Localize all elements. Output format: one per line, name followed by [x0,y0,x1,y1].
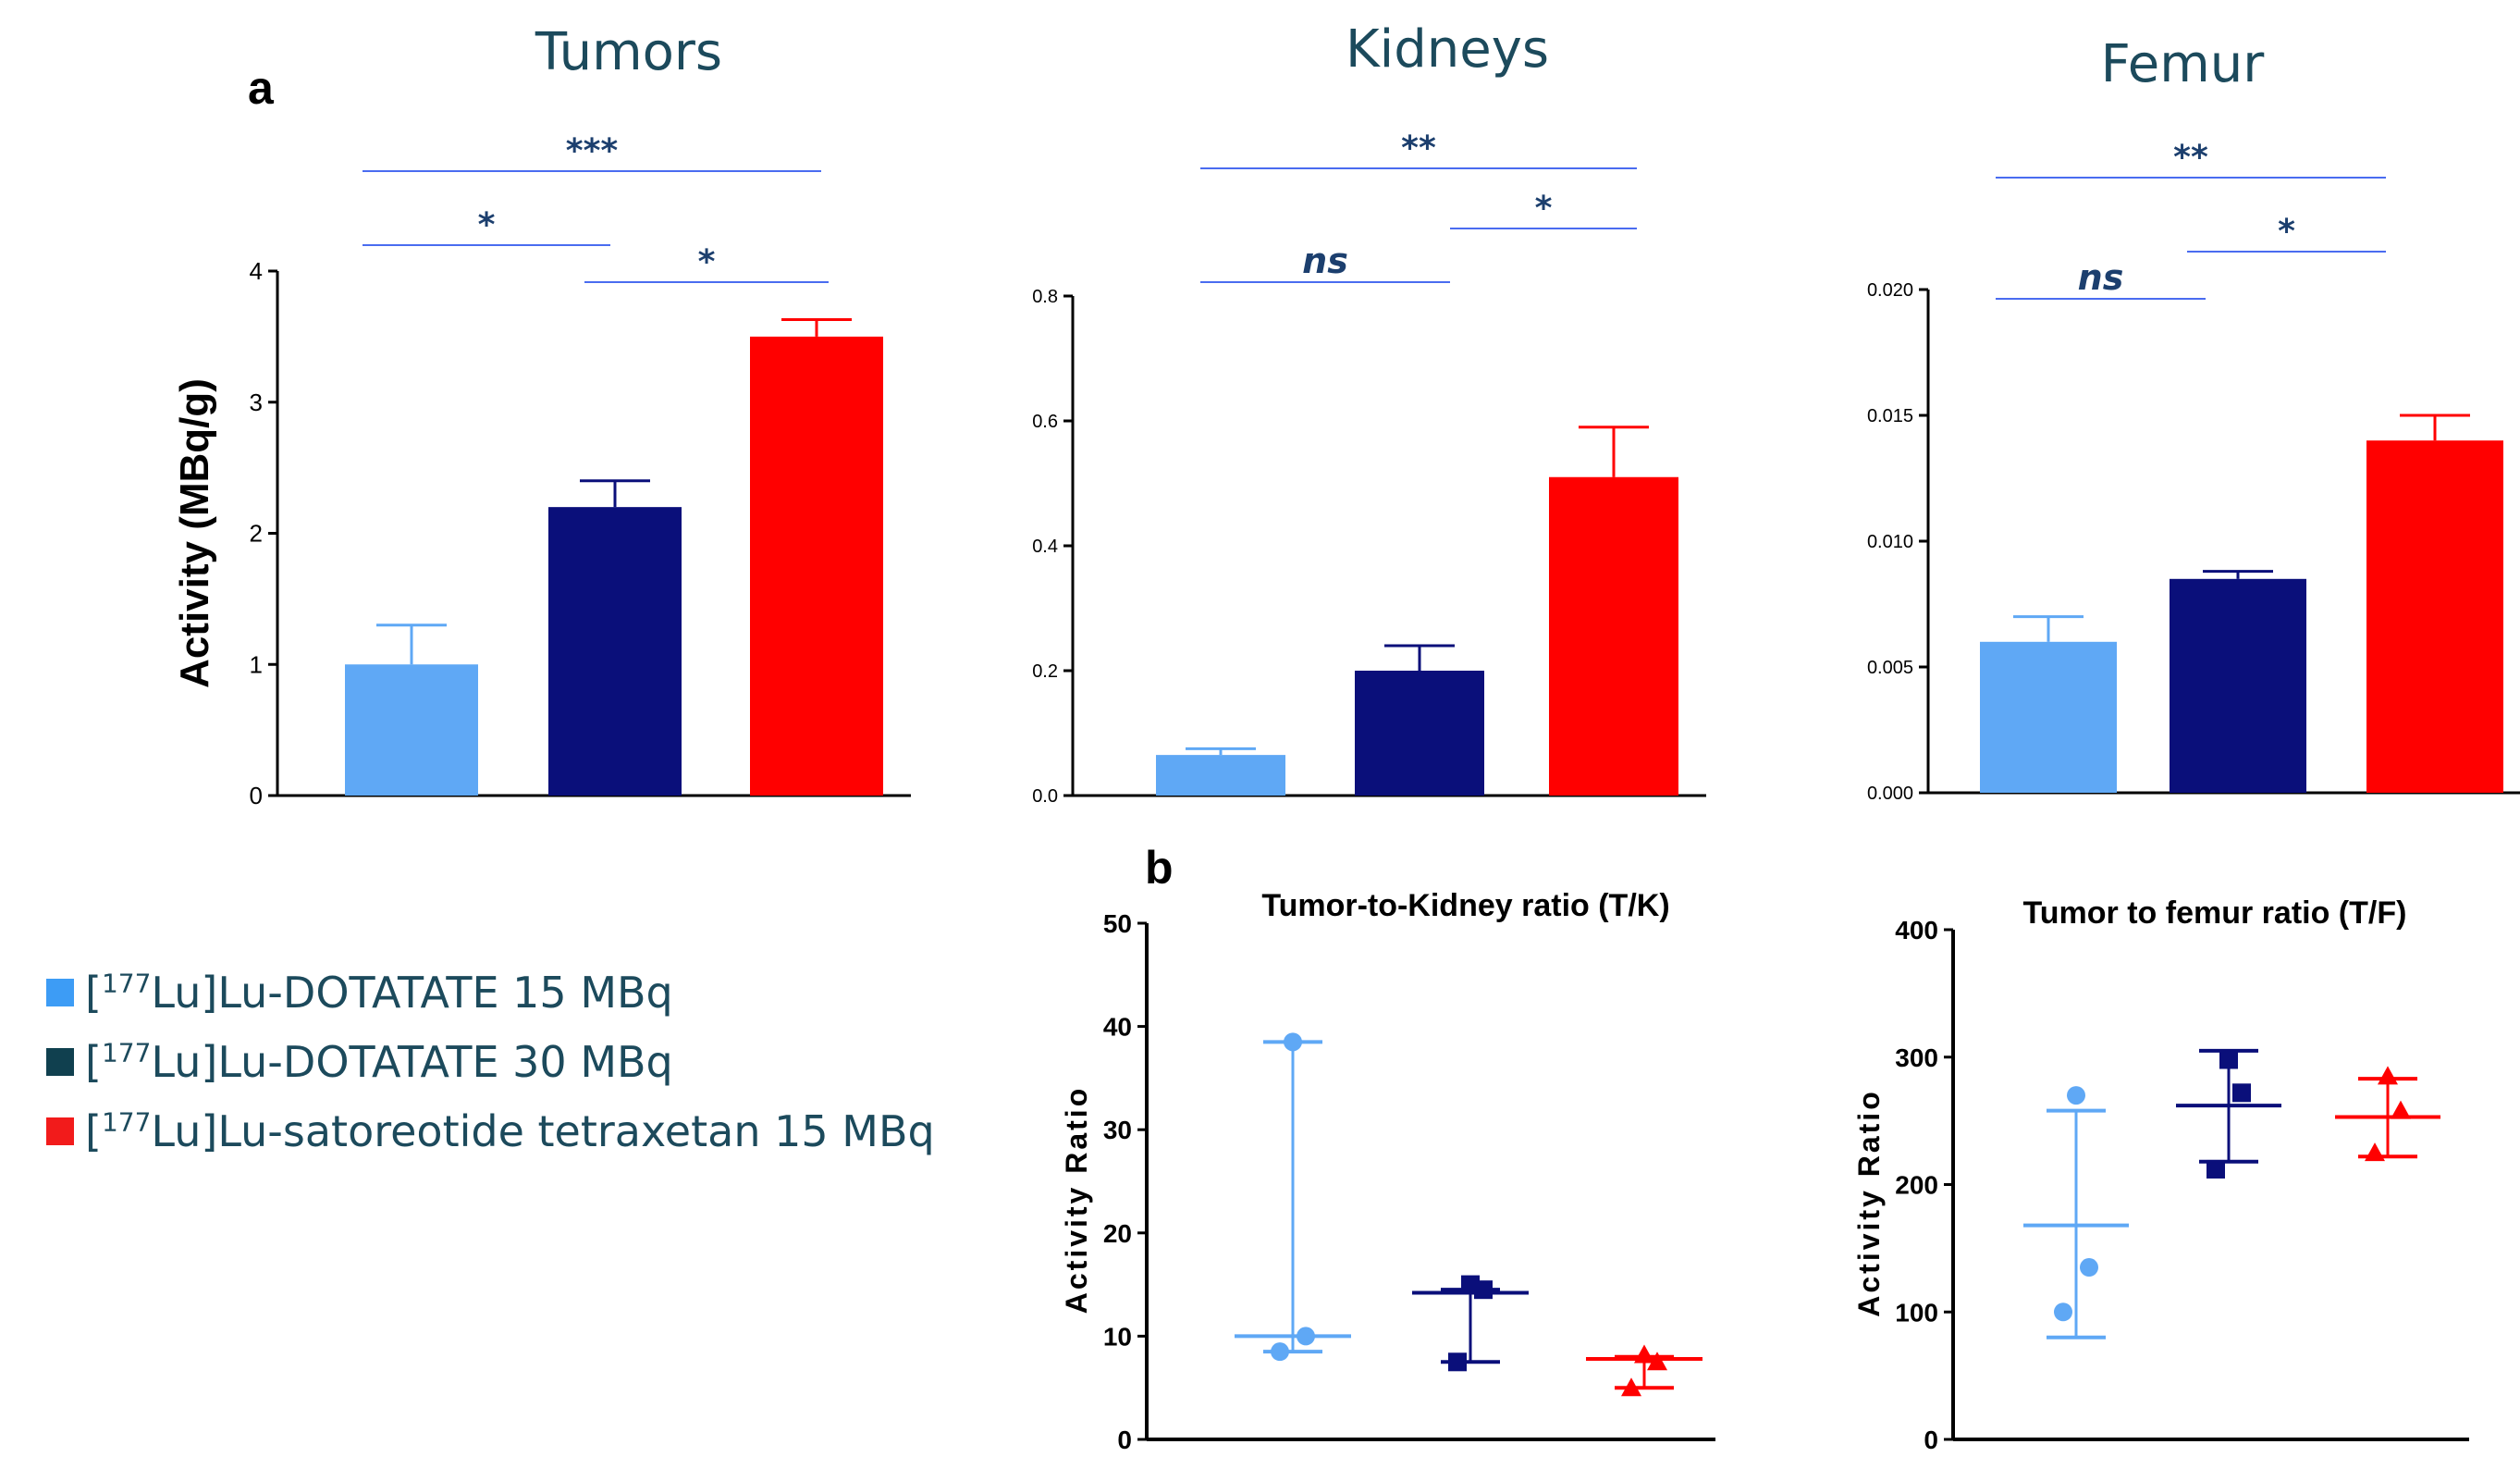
panel-label-b: b [1145,842,1174,894]
significance-label: *** [566,132,619,170]
y-tick-label: 20 [1103,1219,1132,1248]
significance-label: ** [2173,139,2208,177]
legend-swatch [46,978,74,1006]
y-tick-label: 0.020 [1867,280,1913,301]
y-tick-label: 0.4 [1032,537,1058,557]
data-point [1297,1327,1315,1346]
data-point [1621,1377,1641,1397]
data-point [2080,1258,2098,1278]
y-tick-label: 40 [1103,1013,1132,1042]
y-tick-label: 30 [1103,1116,1132,1144]
y-tick-label: 0 [1924,1426,1938,1454]
data-point [2365,1142,2385,1162]
y-axis-label: Activity (MBq/g) [172,378,217,688]
data-point [2232,1083,2251,1103]
legend-label: [177Lu]Lu-DOTATATE 15 MBq [85,967,673,1018]
scatter-chart-4: Tumor to femur ratio (T/F) 0 100 200 300 400 A… [1852,895,2469,1454]
data-point [1284,1032,1302,1052]
significance-label: * [478,206,496,244]
data-point [2054,1302,2072,1322]
bar [1549,476,1678,796]
panel-label-a: a [248,62,275,114]
chart-title: Femur [2101,34,2266,94]
y-tick-label: 0 [1117,1426,1132,1454]
data-point [1474,1280,1493,1300]
data-point [1634,1344,1654,1364]
legend-label: [177Lu]Lu-DOTATATE 30 MBq [85,1036,673,1087]
legend-item: [177Lu]Lu-satoreotide tetraxetan 15 MBq [46,1096,935,1166]
significance-label: ** [1401,130,1436,167]
y-tick-label: 400 [1895,916,1938,944]
legend-item: [177Lu]Lu-DOTATATE 15 MBq [46,957,935,1027]
y-tick-label: 0.0 [1032,786,1058,807]
bar [750,336,883,796]
y-tick-label: 1 [250,650,263,678]
y-tick-label: 0.6 [1032,412,1058,432]
data-point [2207,1159,2225,1179]
legend: [177Lu]Lu-DOTATATE 15 MBq [177Lu]Lu-DOTAT… [46,957,935,1166]
significance-label: * [2278,213,2295,251]
y-tick-label: 2 [250,520,263,548]
chart-title: Tumors [535,22,722,82]
bar [345,664,478,796]
data-point [1647,1352,1667,1371]
y-tick-label: 10 [1103,1322,1132,1351]
y-tick-label: 0 [250,782,263,809]
bar [2170,578,2306,793]
legend-item: [177Lu]Lu-DOTATATE 30 MBq [46,1027,935,1096]
bar [1980,641,2117,793]
y-tick-label: 0.015 [1867,406,1913,426]
chart-title: Tumor-to-Kidney ratio (T/K) [1261,888,1669,923]
data-point [2067,1086,2085,1105]
y-tick-label: 0.000 [1867,784,1913,804]
bar [2366,440,2503,793]
y-tick-label: 300 [1895,1043,1938,1072]
chart-title: Tumor to femur ratio (T/F) [2023,895,2407,931]
data-point [1271,1342,1289,1362]
scatter-chart-3: Tumor-to-Kidney ratio (T/K) 0 10 20 30 40 50 Ac… [1060,888,1715,1454]
bar [548,507,682,796]
chart-title: Kidneys [1346,19,1549,80]
bar [1156,755,1285,796]
significance-label: * [698,243,716,281]
data-point [1448,1352,1467,1372]
significance-label: ns [2078,257,2124,298]
data-point [2391,1100,2411,1119]
significance-label: ns [1302,241,1348,281]
y-tick-label: 3 [250,389,263,416]
y-tick-label: 0.8 [1032,287,1058,307]
data-point [2219,1050,2238,1069]
significance-label: * [1535,190,1553,228]
data-point [2378,1066,2398,1085]
y-tick-label: 50 [1103,909,1132,938]
y-tick-label: 0.2 [1032,661,1058,682]
y-tick-label: 0.005 [1867,658,1913,678]
y-axis-label: Activity Ratio [1060,1086,1093,1314]
y-axis-label: Activity Ratio [1852,1089,1886,1316]
legend-label: [177Lu]Lu-satoreotide tetraxetan 15 MBq [85,1105,935,1156]
y-tick-label: 4 [250,257,263,285]
y-tick-label: 200 [1895,1171,1938,1200]
y-tick-label: 100 [1895,1298,1938,1327]
y-tick-label: 0.010 [1867,532,1913,552]
legend-swatch [46,1117,74,1145]
bar [1355,671,1484,796]
legend-swatch [46,1047,74,1076]
